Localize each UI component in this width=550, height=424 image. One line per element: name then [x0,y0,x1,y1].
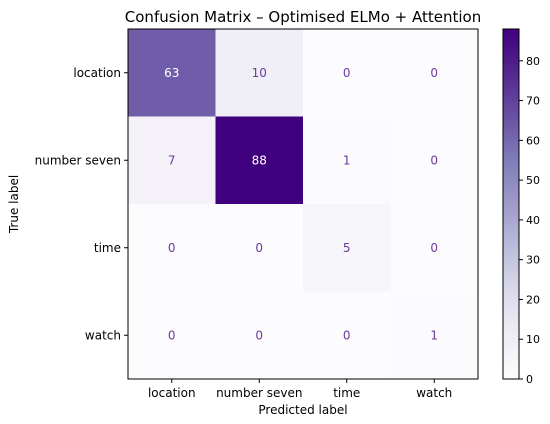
cell-value-label: 0 [343,328,351,342]
colorbar-tick-label: 80 [526,55,540,68]
heatmap-cell [128,291,216,380]
colorbar-tick-label: 70 [526,95,540,108]
heatmap-cell [215,291,304,380]
cell-value-label: 0 [168,328,176,342]
cell-value-label: 0 [430,241,438,255]
y-axis-ticks: location number seven time watch [35,66,128,342]
heatmap-cell [128,116,216,205]
y-tick-label: time [94,241,121,255]
colorbar-tick-label: 30 [526,254,540,267]
heatmap-cell [390,29,479,117]
x-tick-label: number seven [216,386,302,400]
x-axis-label: Predicted label [258,403,347,417]
heatmap-cell [215,204,304,292]
cell-value-label: 7 [168,153,176,167]
cell-value-label: 63 [164,66,179,80]
heatmap-cell [215,29,304,117]
heatmap-cell [303,116,391,205]
y-axis-label: True label [7,175,21,234]
y-tick-label: watch [85,328,121,342]
cell-value-label: 88 [252,153,267,167]
heatmap-cell [215,116,304,205]
heatmap-cell [303,291,391,380]
colorbar-tick-label: 40 [526,214,540,227]
colorbar-tick-label: 0 [526,373,533,386]
chart-title: Confusion Matrix – Optimised ELMo + Atte… [125,8,481,26]
heatmap-cell [303,204,391,292]
heatmap-cell [128,204,216,292]
plot-frame [127,28,479,380]
cell-value-label: 0 [430,66,438,80]
cell-value-label: 10 [252,66,267,80]
y-tick-label: number seven [35,153,121,167]
cell-value-label: 0 [255,241,263,255]
cell-annotations: 63 10 0 07 88 1 00 0 5 00 0 0 1 [164,66,438,343]
cell-value-label: 1 [343,153,351,167]
cell-value-label: 0 [430,153,438,167]
colorbar [502,28,520,380]
heatmap-cell [128,29,216,117]
heatmap-cell [390,291,479,380]
cell-value-label: 0 [168,241,176,255]
cell-value-label: 1 [430,328,438,342]
x-tick-label: location [148,386,196,400]
heatmap-cell [390,204,479,292]
heatmap-cells [128,29,479,380]
cell-value-label: 0 [255,328,263,342]
heatmap-cell [390,116,479,205]
colorbar-tick-label: 50 [526,174,540,187]
colorbar-tick-label: 60 [526,134,540,147]
x-tick-label: time [333,386,360,400]
colorbar-ticks: 0 10 20 30 40 50 60 70 80 [519,55,540,386]
colorbar-tick-label: 10 [526,333,540,346]
y-tick-label: location [73,66,121,80]
x-tick-label: watch [416,386,452,400]
x-axis-ticks: location number seven time watch [148,379,452,400]
cell-value-label: 0 [343,66,351,80]
colorbar-tick-label: 20 [526,293,540,306]
cell-value-label: 5 [343,241,351,255]
heatmap-cell [303,29,391,117]
